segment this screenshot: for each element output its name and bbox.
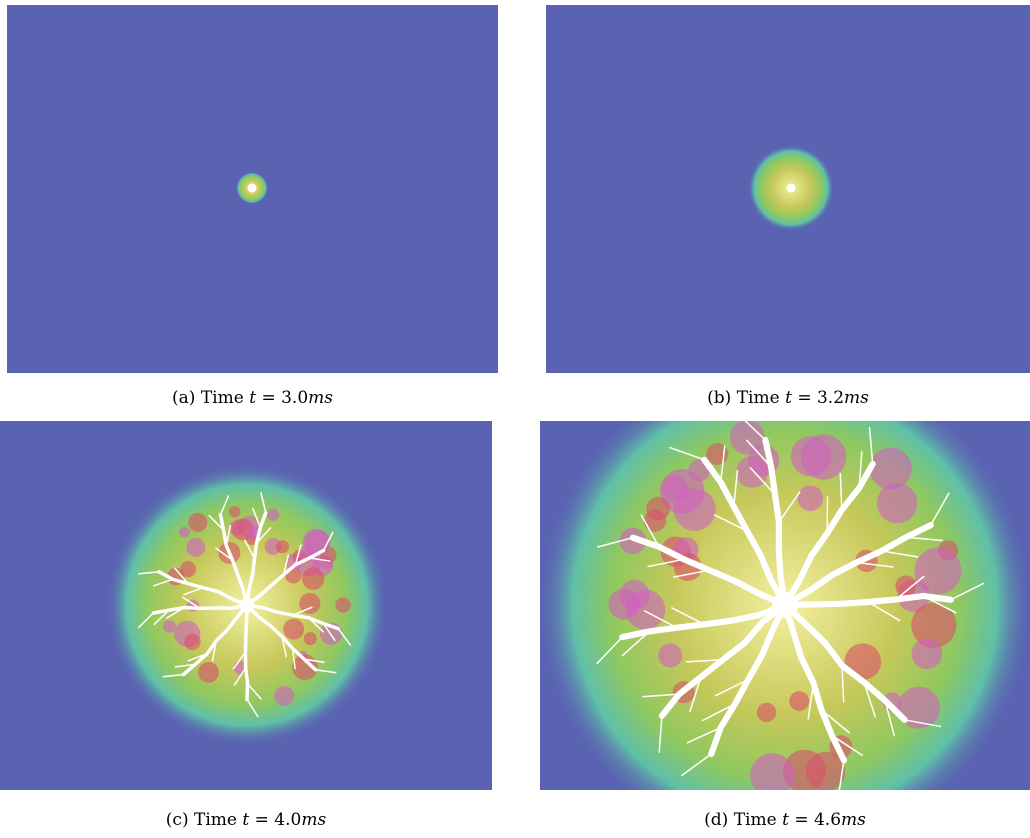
hotspot xyxy=(914,548,961,595)
caption: (b) Time t = 3.2ms xyxy=(546,388,1030,408)
simulation-image xyxy=(546,5,1030,373)
hotspot xyxy=(276,540,289,553)
caption-operator: = xyxy=(255,810,269,830)
hotspot xyxy=(620,580,650,610)
caption: (a) Time t = 3.0ms xyxy=(7,388,498,408)
simulation-image xyxy=(0,421,492,790)
hole xyxy=(248,184,257,193)
hole xyxy=(787,184,796,193)
caption-text: Time xyxy=(201,388,244,408)
hole xyxy=(240,598,255,613)
hotspot xyxy=(304,632,317,645)
hotspot xyxy=(180,561,196,577)
simulation-image xyxy=(7,5,498,373)
hotspot xyxy=(267,509,279,521)
hotspot xyxy=(302,567,324,589)
caption-operator: = xyxy=(794,810,808,830)
caption-unit: ms xyxy=(308,388,333,408)
hotspot xyxy=(801,434,846,479)
hotspot xyxy=(658,643,682,667)
hotspot xyxy=(757,703,776,722)
caption-value: 4.0 xyxy=(274,810,301,830)
caption-text: Time xyxy=(734,810,777,830)
caption-value: 4.6 xyxy=(814,810,841,830)
hotspot xyxy=(912,639,943,670)
caption-value: 3.2 xyxy=(817,388,844,408)
caption-unit: ms xyxy=(844,388,869,408)
hotspot xyxy=(870,447,912,489)
simulation-image xyxy=(540,421,1030,790)
caption-text: Time xyxy=(194,810,237,830)
caption: (c) Time t = 4.0ms xyxy=(0,810,492,830)
caption: (d) Time t = 4.6ms xyxy=(540,810,1030,830)
hotspot xyxy=(274,686,294,706)
caption-label: (c) xyxy=(166,810,189,830)
hotspot xyxy=(188,513,207,532)
figure: (a) Time t = 3.0ms (b) Time t = 3.2ms (c… xyxy=(0,0,1030,838)
hotspot xyxy=(229,506,240,517)
caption-variable: t xyxy=(785,388,792,408)
hotspot xyxy=(335,597,350,612)
caption-operator: = xyxy=(261,388,275,408)
caption-label: (a) xyxy=(172,388,195,408)
hotspot xyxy=(283,619,304,640)
hotspot xyxy=(186,538,205,557)
caption-value: 3.0 xyxy=(281,388,308,408)
hotspot xyxy=(798,485,824,511)
hotspot xyxy=(877,483,917,523)
caption-label: (d) xyxy=(704,810,728,830)
caption-unit: ms xyxy=(301,810,326,830)
hole xyxy=(772,592,798,618)
hotspot xyxy=(179,527,190,538)
caption-variable: t xyxy=(249,388,256,408)
hotspot xyxy=(184,634,201,651)
caption-variable: t xyxy=(782,810,789,830)
caption-operator: = xyxy=(797,388,811,408)
hotspot xyxy=(673,488,715,530)
caption-text: Time xyxy=(737,388,780,408)
hotspot xyxy=(789,691,809,711)
caption-unit: ms xyxy=(841,810,866,830)
hotspot xyxy=(198,662,219,683)
hotspot xyxy=(646,497,670,521)
caption-label: (b) xyxy=(707,388,731,408)
caption-variable: t xyxy=(242,810,249,830)
hotspot xyxy=(163,620,176,633)
